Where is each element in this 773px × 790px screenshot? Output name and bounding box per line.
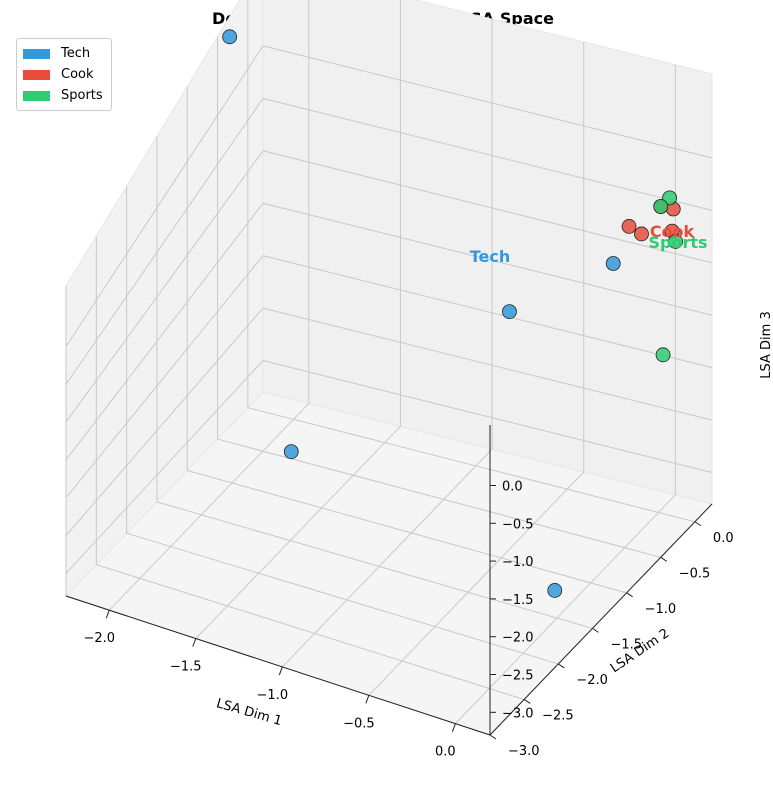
- grid-line-z: [65, 307, 264, 536]
- grid-line-z: [262, 360, 713, 474]
- grid-line-x: [455, 494, 676, 724]
- grid-line-x: [108, 403, 310, 611]
- x-tick-label: −2.0: [83, 631, 115, 646]
- grid-line-z: [262, 202, 713, 316]
- tick-labels: −2.0 −1.5 −1.0 −0.5 0.0 0.0 −0.5 −1.0 −1.5 −2.0 −2…: [83, 479, 733, 759]
- point-tech-4: [547, 583, 563, 598]
- grid-line-y: [247, 407, 696, 523]
- point-sports-3: [653, 199, 669, 214]
- grid-line-z: [65, 98, 264, 385]
- point-sports-1: [668, 234, 683, 249]
- x-tick-label: 0.0: [435, 745, 456, 760]
- data-points: [222, 29, 683, 598]
- point-sports-2: [655, 347, 671, 363]
- legend-item-sports: Sports: [23, 85, 103, 106]
- z-axis-label: LSA Dim 3: [759, 311, 773, 378]
- x-axis-line: [65, 595, 491, 736]
- legend-item-cook: Cook: [23, 64, 103, 85]
- y-tick-mark: [694, 521, 702, 527]
- grid-line-y: [126, 532, 559, 665]
- x-tick-mark: [278, 666, 283, 676]
- grid-line-x: [195, 425, 401, 639]
- legend-swatch-cook: [23, 69, 50, 80]
- y-tick-label: −2.0: [576, 673, 608, 688]
- grid-line-z: [262, 255, 713, 369]
- x-tick-label: −1.0: [257, 688, 289, 703]
- grid-line-z: [262, 45, 713, 159]
- cluster-label-tech: Tech: [470, 247, 511, 266]
- x-tick-mark: [192, 638, 197, 647]
- point-cook-2: [634, 226, 649, 242]
- grid-line-x: [368, 471, 585, 696]
- point-tech-0: [222, 29, 238, 45]
- point-tech-3: [283, 444, 299, 460]
- y-tick-label: 0.0: [713, 531, 734, 546]
- point-tech-2: [502, 304, 517, 320]
- legend: Tech Cook Sports: [16, 38, 112, 111]
- point-tech-1: [605, 256, 621, 271]
- y-tick-label: −3.0: [508, 744, 540, 759]
- grid-line-y: [187, 469, 627, 594]
- cluster-label-sports: Sports: [648, 233, 707, 252]
- axis-lines: [65, 425, 713, 740]
- y-tick-label: −0.5: [679, 566, 711, 581]
- z-tick-label: 0.0: [502, 479, 523, 494]
- y-tick-label: −1.0: [645, 602, 677, 617]
- x-tick-label: −1.5: [170, 660, 202, 675]
- legend-swatch-sports: [23, 90, 50, 101]
- y-tick-mark: [626, 592, 633, 598]
- grid-line-x: [281, 448, 493, 668]
- x-tick-label: −0.5: [343, 716, 375, 731]
- z-tick-label: −3.0: [502, 706, 534, 721]
- y-tick-label: −1.5: [610, 637, 642, 652]
- grid-lines: [65, 0, 713, 736]
- y-tick-mark: [489, 734, 497, 740]
- grid-line-y: [96, 564, 525, 700]
- legend-swatch-tech: [23, 48, 50, 59]
- x-tick-mark: [105, 610, 110, 619]
- z-tick-label: −1.5: [502, 593, 534, 608]
- cluster-label-cook: Cook: [650, 222, 695, 241]
- grid-line-z: [65, 255, 264, 499]
- z-tick-label: −1.0: [502, 555, 534, 570]
- legend-label-cook: Cook: [61, 67, 94, 82]
- grid-line-z: [65, 202, 264, 461]
- legend-label-sports: Sports: [61, 88, 103, 103]
- legend-item-tech: Tech: [23, 43, 103, 64]
- point-sports-0: [662, 190, 678, 206]
- grid-line-z: [65, 150, 264, 423]
- grid-line-z: [262, 150, 713, 264]
- y-tick-label: −2.5: [542, 708, 574, 723]
- y-tick-mark: [592, 627, 599, 633]
- axis-panes: [65, 0, 713, 736]
- grid-line-z: [262, 97, 713, 211]
- point-cook-3: [621, 219, 637, 234]
- x-tick-mark: [365, 695, 370, 704]
- z-tick-label: −2.5: [502, 669, 534, 684]
- x-tick-mark: [451, 723, 456, 732]
- grid-line-z: [65, 45, 264, 347]
- y-tick-mark: [558, 663, 565, 669]
- grid-line-y: [156, 501, 593, 629]
- y-axis-line: [489, 503, 713, 736]
- z-tick-label: −0.5: [502, 517, 534, 532]
- z-tick-label: −2.0: [502, 631, 534, 646]
- y-tick-mark: [523, 699, 531, 704]
- grid-line-z: [65, 360, 264, 574]
- grid-line-z: [262, 307, 713, 421]
- y-tick-mark: [660, 556, 668, 562]
- legend-label-tech: Tech: [61, 46, 91, 61]
